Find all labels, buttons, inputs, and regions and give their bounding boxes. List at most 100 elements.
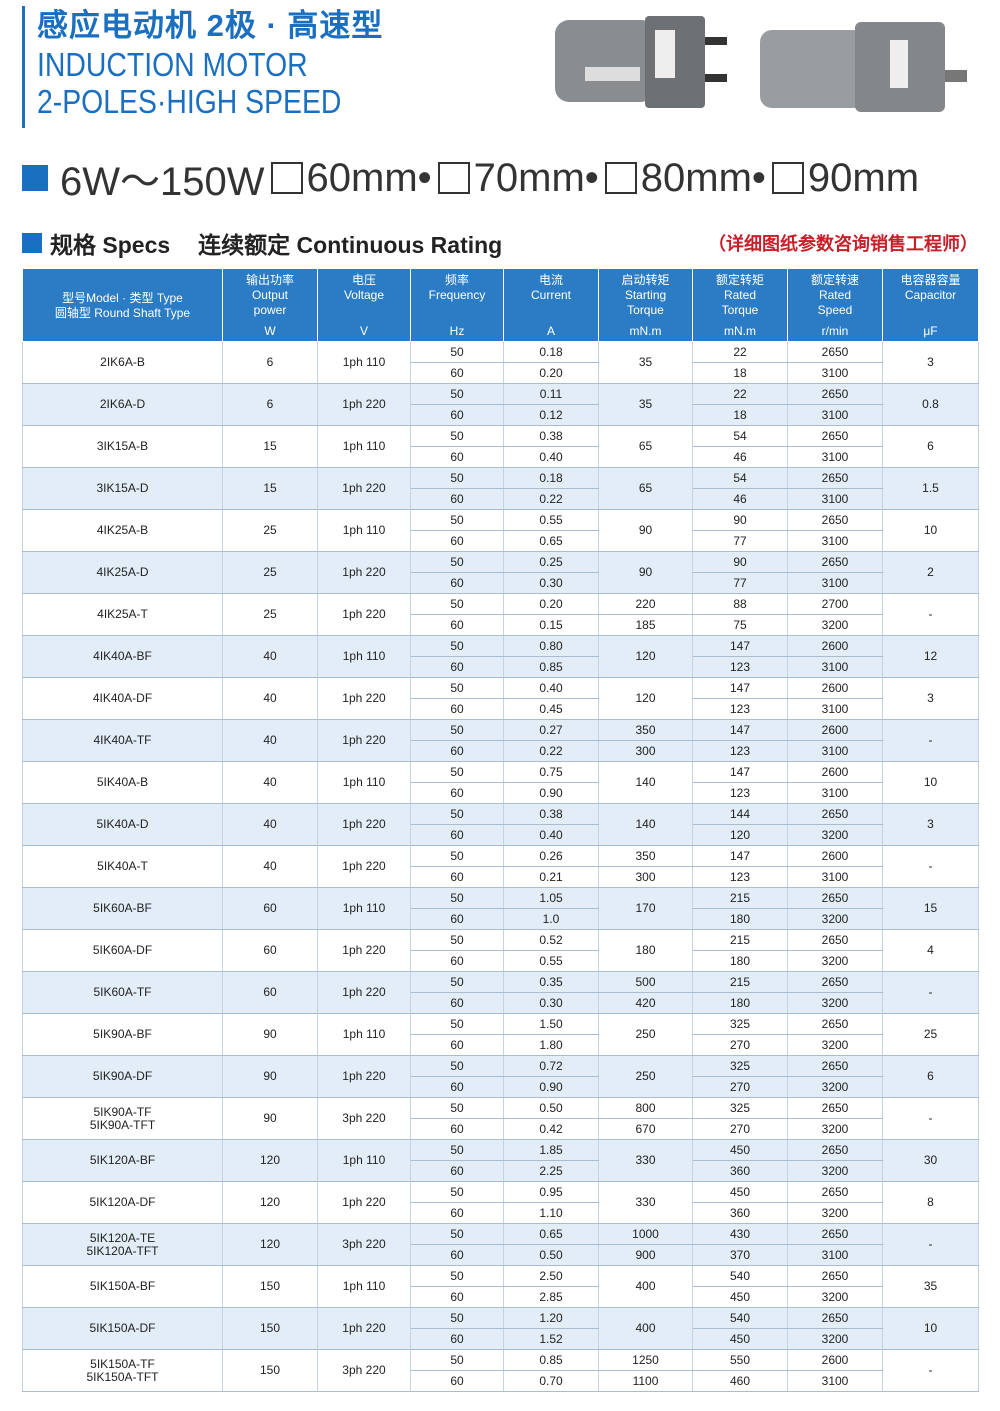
- model: 5IK150A-TFT: [86, 1369, 159, 1384]
- current-cell: 0.12: [503, 404, 599, 426]
- current-cell: 1.85: [503, 1139, 599, 1161]
- frequency-cell: 60: [410, 950, 504, 972]
- voltage-cell: 1ph 110: [317, 761, 411, 804]
- table-row: 5IK40A-D 40 1ph 220 50 0.38 140 144 2650 3: [22, 803, 979, 846]
- table-row: 5IK120A-TE 5IK120A-TFT 120 3ph 220 50 0.65 100…: [22, 1223, 979, 1266]
- rated-speed-cell: 2600: [787, 845, 883, 867]
- rated-torque-cell: 215: [692, 887, 788, 909]
- power-cell: 40: [222, 677, 318, 720]
- header-unit: μF: [923, 324, 938, 338]
- rated-speed-cell: 2700: [787, 593, 883, 615]
- rated-torque-cell: 270: [692, 1034, 788, 1056]
- starting-torque-cell: 185: [598, 614, 693, 636]
- starting-torque-cell: 65: [598, 425, 693, 468]
- rated-torque-cell: 22: [692, 341, 788, 363]
- current-cell: 0.11: [503, 383, 599, 405]
- starting-torque-cell: 170: [598, 887, 693, 930]
- rated-speed-cell: 2600: [787, 635, 883, 657]
- header-unit: r/min: [821, 324, 849, 338]
- capacitor-cell: 30: [882, 1139, 979, 1182]
- rated-speed-cell: 3200: [787, 1202, 883, 1224]
- rated-torque-cell: 180: [692, 992, 788, 1014]
- bullet: [22, 165, 48, 191]
- frequency-cell: 60: [410, 1034, 504, 1056]
- header-label: 额定转速: [810, 273, 859, 287]
- model-cell: 5IK90A-BF: [22, 1013, 223, 1056]
- voltage-cell: 1ph 220: [317, 845, 411, 888]
- model: 5IK60A-DF: [92, 943, 153, 957]
- header-unit: W: [264, 324, 276, 338]
- rated-torque-cell: 450: [692, 1139, 788, 1161]
- rated-speed-cell: 3200: [787, 1076, 883, 1098]
- header-cell: 额定转矩 Rated Torque mN.m: [692, 268, 788, 342]
- rated-speed-cell: 2650: [787, 1055, 883, 1077]
- header-unit: mN.m: [724, 324, 756, 338]
- model: 2IK6A-D: [99, 397, 146, 411]
- model: 5IK60A-TF: [93, 985, 152, 999]
- frequency-cell: 60: [410, 824, 504, 846]
- table-row: 60 1.10 360 3200: [23, 1202, 979, 1224]
- table-row: 5IK150A-TF 5IK150A-TFT 150 3ph 220 50 0.85 125…: [22, 1349, 979, 1392]
- rated-torque-cell: 90: [692, 509, 788, 531]
- frequency-cell: 50: [410, 467, 504, 489]
- model-cell: 3IK15A-D: [22, 467, 223, 510]
- starting-torque-cell: 330: [598, 1181, 693, 1224]
- rated-speed-cell: 3100: [787, 404, 883, 426]
- current-cell: 0.38: [503, 803, 599, 825]
- rated-torque-cell: 147: [692, 719, 788, 741]
- voltage-cell: 1ph 220: [317, 1181, 411, 1224]
- voltage-cell: 1ph 220: [317, 971, 411, 1014]
- power-cell: 150: [222, 1307, 318, 1350]
- model-cell: 5IK120A-TE 5IK120A-TFT: [22, 1223, 223, 1266]
- starting-torque-cell: 35: [598, 383, 693, 426]
- current-cell: 0.72: [503, 1055, 599, 1077]
- frequency-cell: 60: [410, 782, 504, 804]
- frequency-cell: 50: [410, 1223, 504, 1245]
- header-content: 电容器容量 Capacitor μF: [883, 269, 978, 341]
- rated-speed-cell: 2650: [787, 1013, 883, 1035]
- rated-torque-cell: 430: [692, 1223, 788, 1245]
- motor-label: [655, 30, 675, 78]
- current-cell: 0.45: [503, 698, 599, 720]
- rated-torque-cell: 325: [692, 1055, 788, 1077]
- header-cell: 电流 Current A: [503, 268, 599, 342]
- header-labels: 输出功率 Output power: [246, 273, 294, 318]
- capacitor-cell: 15: [882, 887, 979, 930]
- current-cell: 0.26: [503, 845, 599, 867]
- rated-torque-cell: 450: [692, 1181, 788, 1203]
- frame-square: [604, 162, 637, 194]
- capacitor-cell: -: [882, 719, 979, 762]
- header-label: 启动转矩: [621, 273, 670, 287]
- rated-torque-cell: 540: [692, 1307, 788, 1329]
- power-cell: 6: [222, 341, 318, 384]
- current-cell: 1.10: [503, 1202, 599, 1224]
- header-labels: 频率 Frequency: [429, 273, 486, 303]
- table-row: 60 0.21 300 123 3100: [23, 866, 979, 888]
- rated-speed-cell: 2600: [787, 761, 883, 783]
- frequency-cell: 50: [410, 761, 504, 783]
- voltage-cell: 1ph 110: [317, 1013, 411, 1056]
- current-cell: 0.85: [503, 1349, 599, 1371]
- rating-label: 连续额定 Continuous Rating: [198, 232, 503, 258]
- table-row: 60 1.0 180 3200: [23, 908, 979, 930]
- header-unit: Hz: [449, 324, 465, 338]
- header-label: Capacitor: [904, 288, 957, 302]
- frame-size: 70mm•: [473, 155, 599, 200]
- table-row: 2IK6A-D 6 1ph 220 50 0.11 35 22 2650 0.8: [22, 383, 979, 426]
- rated-torque-cell: 550: [692, 1349, 788, 1371]
- table-row: 60 0.90 270 3200: [23, 1076, 979, 1098]
- voltage-cell: 1ph 220: [317, 383, 411, 426]
- table-row: 60 0.22 300 123 3100: [23, 740, 979, 762]
- model-cell: 4IK40A-DF: [22, 677, 223, 720]
- model-cell: 5IK40A-T: [22, 845, 223, 888]
- power-cell: 90: [222, 1055, 318, 1098]
- current-cell: 0.52: [503, 929, 599, 951]
- current-cell: 0.65: [503, 530, 599, 552]
- header-label: Torque: [721, 303, 759, 317]
- power-cell: 40: [222, 719, 318, 762]
- current-cell: 0.30: [503, 572, 599, 594]
- table-row: 4IK25A-D 25 1ph 220 50 0.25 90 90 2650 2: [22, 551, 979, 594]
- model-cell: 4IK25A-T: [22, 593, 223, 636]
- current-cell: 2.25: [503, 1160, 599, 1182]
- model-cell: 5IK60A-BF: [22, 887, 223, 930]
